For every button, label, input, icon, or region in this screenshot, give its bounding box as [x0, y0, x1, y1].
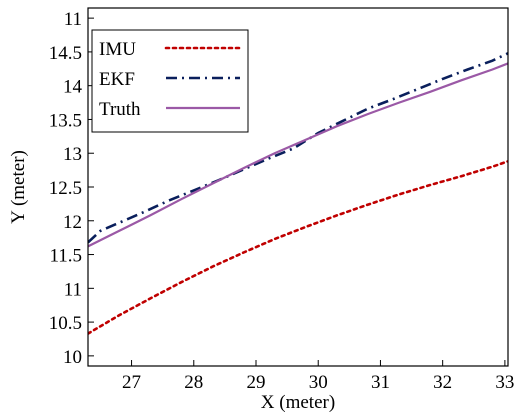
- x-axis-label: X (meter): [261, 392, 335, 412]
- x-tick-label: 33: [495, 372, 514, 393]
- legend-label-truth: Truth: [99, 99, 141, 120]
- series-line-ekf: [88, 52, 508, 244]
- series-layer: [88, 52, 508, 335]
- x-tick-label: 32: [433, 372, 452, 393]
- y-tick-label: 12: [63, 212, 82, 233]
- series-line-truth: [88, 62, 508, 248]
- legend: IMU EKF Truth: [91, 29, 249, 133]
- series-line-imu: [88, 160, 508, 335]
- y-axis-label: Y (meter): [8, 150, 29, 224]
- y-tick-label: 11: [64, 279, 82, 300]
- legend-items: IMU EKF Truth: [99, 39, 242, 120]
- y-tick-label: 13.5: [49, 110, 82, 131]
- x-tick-label: 31: [371, 372, 390, 393]
- y-tick-label: 14: [63, 77, 83, 98]
- x-tick-label: 29: [247, 372, 266, 393]
- y-tick-label: 11.5: [49, 246, 82, 267]
- y-tick-label: 14.5: [49, 43, 82, 64]
- y-tick-label: 11: [64, 9, 82, 30]
- ticks-layer: 27 28 29 30 31 32 33 10 10.5 11 11.5 12 12.5 13 13.5 14…: [49, 9, 514, 393]
- y-tick-label: 12.5: [49, 178, 82, 199]
- x-tick-label: 27: [122, 372, 141, 393]
- y-tick-label: 10: [63, 347, 82, 368]
- y-tick-label: 13: [63, 144, 82, 165]
- legend-label-ekf: EKF: [99, 69, 135, 90]
- x-tick-label: 28: [184, 372, 203, 393]
- y-tick-label: 10.5: [49, 313, 82, 334]
- legend-label-imu: IMU: [99, 39, 136, 60]
- x-tick-label: 30: [309, 372, 328, 393]
